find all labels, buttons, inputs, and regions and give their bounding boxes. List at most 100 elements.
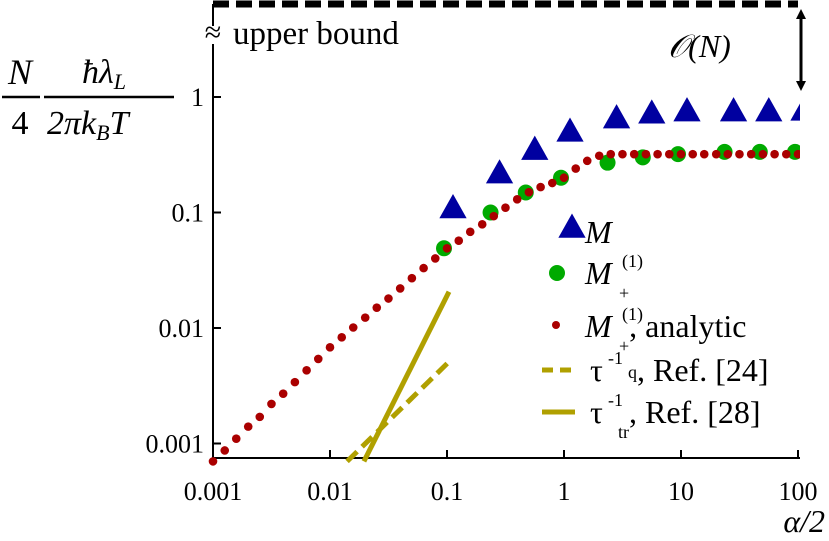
ylabel-frac1-den: 4	[12, 105, 29, 142]
m-point	[602, 104, 631, 129]
analytic-point	[793, 149, 800, 159]
analytic-point	[489, 211, 499, 221]
analytic-point	[512, 195, 522, 204]
analytic-point	[582, 156, 592, 166]
analytic-point	[407, 273, 417, 283]
legend-item: τ -1q, Ref. [24]	[542, 348, 769, 388]
x-tick-label: 1	[558, 477, 571, 506]
analytic-point	[536, 182, 545, 192]
analytic-point	[278, 389, 288, 398]
legend-label: M (1) +, analytic	[584, 304, 746, 356]
analytic-point	[302, 366, 311, 375]
analytic-point	[208, 457, 218, 466]
plot-area	[208, 97, 800, 466]
upper-bound-label: upper bound	[233, 16, 399, 52]
analytic-point	[711, 149, 721, 159]
analytic-point	[454, 236, 464, 245]
m-point	[755, 97, 783, 122]
analytic-point	[313, 354, 323, 364]
legend-item: τ -1 tr, Ref. [28]	[542, 390, 761, 442]
analytic-point	[360, 313, 370, 322]
axis-break-mark: ≈	[205, 16, 221, 49]
x-tick-label: 0.1	[431, 477, 464, 506]
m-point	[521, 135, 549, 160]
analytic-point	[699, 149, 709, 159]
legend-item: M (1) +	[549, 251, 643, 303]
m-plus-point	[599, 154, 616, 171]
analytic-point	[384, 294, 393, 303]
m-point	[790, 103, 800, 121]
x-tick-label: 100	[779, 477, 818, 506]
m-point	[673, 97, 701, 122]
analytic-point	[641, 149, 651, 159]
analytic-point	[337, 333, 347, 342]
ylabel-frac2-num: ħλL	[82, 54, 126, 94]
y-tick-label: 1	[191, 83, 204, 112]
analytic-point	[430, 254, 440, 263]
x-axis-label: α/2	[783, 503, 825, 539]
m-point	[439, 194, 467, 219]
analytic-point	[419, 263, 428, 273]
analytic-point	[758, 149, 768, 159]
analytic-point	[618, 149, 627, 159]
analytic-point	[395, 284, 405, 293]
x-tick-label: 10	[668, 477, 694, 506]
analytic-point	[372, 303, 382, 312]
analytic-point	[547, 178, 557, 188]
analytic-point	[231, 434, 241, 444]
y-tick-label: 0.001	[146, 430, 205, 459]
ylabel-frac2-den: 2πkBT	[47, 105, 131, 145]
legend-item: M (1) +, analytic	[552, 304, 746, 356]
x-ticks: 0.001 0.01 0.1 1 10 100	[184, 450, 818, 506]
analytic-point	[629, 149, 639, 159]
m-point	[556, 117, 584, 142]
analytic-point	[676, 149, 686, 159]
m-point	[638, 99, 666, 124]
y-tick-label: 0.01	[159, 314, 205, 343]
tau-q-line	[345, 358, 453, 464]
analytic-point	[465, 227, 475, 237]
analytic-point	[735, 149, 744, 159]
order-n-label: 𝒪(N)	[668, 28, 731, 64]
ylabel-frac1-num: N	[7, 52, 34, 92]
legend-label: τ -1 tr, Ref. [28]	[590, 390, 761, 442]
analytic-point	[606, 149, 616, 159]
analytic-point	[524, 187, 534, 197]
m-point	[719, 97, 748, 122]
legend-label: τ -1q, Ref. [24]	[590, 348, 769, 388]
analytic-point	[442, 243, 452, 253]
analytic-point	[267, 399, 276, 409]
analytic-point	[220, 446, 230, 455]
analytic-point	[501, 203, 510, 213]
analytic-point	[243, 422, 253, 431]
analytic-point	[571, 164, 581, 173]
x-tick-label: 0.001	[184, 477, 243, 506]
analytic-point	[781, 149, 791, 159]
y-tick-label: 0.1	[172, 199, 205, 228]
y-axis-label: N 4 ħλL 2πkBT	[2, 52, 174, 145]
x-tick-label: 0.01	[307, 477, 353, 506]
analytic-point	[594, 151, 604, 161]
analytic-point	[559, 173, 569, 183]
analytic-point	[290, 377, 300, 387]
analytic-point	[348, 323, 358, 332]
analytic-point	[746, 149, 756, 159]
analytic-point	[688, 149, 698, 159]
legend-label: M (1) +	[584, 251, 643, 303]
legend-circle-icon	[549, 265, 565, 281]
analytic-point	[477, 220, 487, 229]
y-ticks: 0.001 0.01 0.1 1	[146, 83, 221, 459]
analytic-point	[723, 149, 733, 159]
analytic-point	[664, 149, 674, 159]
legend-item: M	[558, 213, 614, 250]
tau-tr-line	[361, 290, 452, 463]
legend-label: M	[584, 214, 614, 250]
analytic-point	[653, 149, 662, 159]
analytic-point	[770, 149, 779, 159]
analytic-point	[325, 343, 335, 352]
analytic-point	[255, 412, 265, 422]
legend-triangle-icon	[558, 213, 586, 238]
legend-dot-icon	[552, 321, 560, 329]
